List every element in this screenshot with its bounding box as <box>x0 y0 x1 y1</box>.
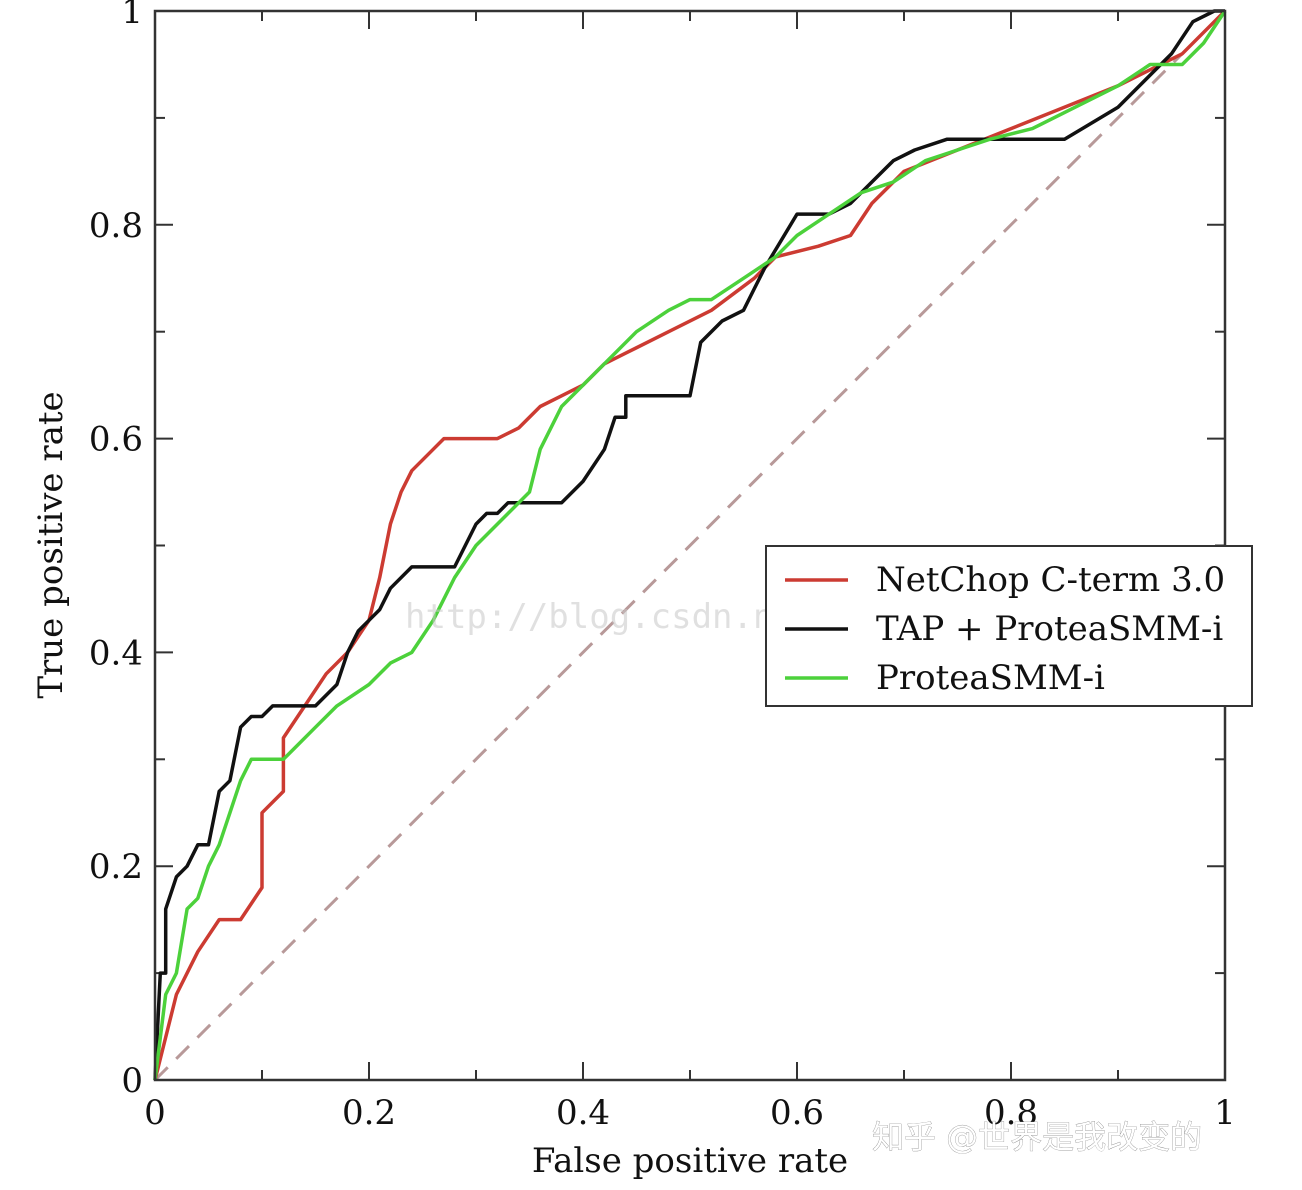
y-tick-label: 1 <box>121 0 143 32</box>
y-tick-label: 0.4 <box>89 633 143 673</box>
x-tick-label: 0.2 <box>342 1093 396 1133</box>
x-tick-label: 0.4 <box>556 1093 610 1133</box>
zhihu-watermark-text: 知乎 @世界是我改变的 <box>872 1118 1202 1156</box>
y-tick-label: 0.8 <box>89 206 143 246</box>
series-line-tap-proteasmm-i <box>153 9 1225 1081</box>
legend-label: NetChop C-term 3.0 <box>876 560 1225 600</box>
y-axis-title: True positive rate <box>31 391 71 698</box>
series-layer <box>153 9 1227 1082</box>
zhihu-watermark: 知乎 @世界是我改变的 <box>872 1118 1203 1157</box>
y-tick-label: 0.6 <box>89 420 143 460</box>
x-axis-title: False positive rate <box>532 1141 848 1181</box>
blog-watermark: http://blog.csdn.net/ <box>405 597 835 637</box>
legend-label: ProteaSMM-i <box>876 658 1105 698</box>
x-tick-label: 0 <box>144 1093 166 1133</box>
series-line-proteasmm-i <box>153 10 1227 1081</box>
legend: NetChop C-term 3.0 TAP + ProteaSMM-i Prote… <box>765 545 1253 707</box>
x-tick-label: 0.8 <box>984 1093 1038 1133</box>
x-tick-label: 1 <box>1214 1093 1236 1133</box>
legend-label: TAP + ProteaSMM-i <box>876 609 1223 649</box>
series-line-netchop-c-term-3-0 <box>153 9 1227 1081</box>
y-tick-label: 0 <box>121 1061 143 1101</box>
y-tick-label: 0.2 <box>89 847 143 887</box>
axis-ticks <box>154 10 1226 1081</box>
tick-labels: 0 0.2 0.4 0.6 0.8 1 0 0.2 0.4 0.6 0.8 1 <box>89 0 1236 1133</box>
x-tick-label: 0.6 <box>770 1093 824 1133</box>
series-line-random <box>153 9 1227 1082</box>
